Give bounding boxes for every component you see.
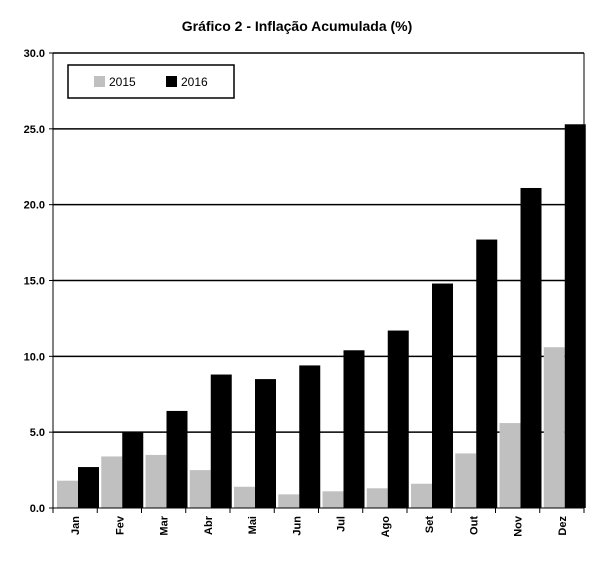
legend-swatch-2015: [94, 76, 105, 87]
y-tick-label: 20.0: [24, 200, 45, 212]
bar-2015-set: [411, 483, 432, 508]
legend-swatch-2016: [166, 76, 177, 87]
bar-2016-nov: [520, 187, 542, 508]
bar-2015-mai: [234, 486, 255, 508]
bar-2016-jan: [78, 467, 99, 508]
bar-2015-abr: [189, 470, 211, 508]
legend-box: [67, 64, 235, 99]
bar-2016-out: [476, 239, 498, 509]
y-tick-label: 15.0: [24, 276, 45, 288]
x-tick-label-abr: Abr: [203, 515, 215, 535]
x-tick-label-mar: Mar: [159, 515, 171, 535]
bar-2016-abr: [210, 374, 232, 508]
bar-2015-nov: [499, 423, 521, 508]
bar-2015-fev: [101, 456, 123, 508]
x-tick-label-set: Set: [424, 516, 436, 533]
y-tick-label: 5.0: [30, 427, 45, 439]
y-tick-label: 30.0: [24, 48, 45, 60]
bar-2016-dez: [564, 124, 586, 509]
bar-2015-jul: [322, 491, 344, 508]
bar-2015-ago: [366, 488, 388, 508]
x-tick-label-fev: Fev: [114, 515, 126, 535]
y-tick-label: 10.0: [24, 351, 45, 363]
chart-title: Gráfico 2 - Inflação Acumulada (%): [181, 18, 413, 34]
bar-2016-fev: [122, 432, 144, 508]
bar-2016-ago: [387, 330, 409, 508]
legend: 2015 2016: [67, 64, 235, 99]
y-tick-label: 25.0: [24, 124, 45, 136]
legend-label-2015: 2015: [109, 75, 136, 89]
x-tick-label-ago: Ago: [380, 516, 392, 538]
legend-label-2016: 2016: [181, 75, 208, 89]
bar-2016-mai: [255, 379, 276, 508]
bar-2016-jun: [299, 365, 321, 508]
bar-2016-jul: [343, 350, 365, 508]
x-tick-label-dez: Dez: [557, 516, 569, 536]
y-tick-label: 0.0: [30, 503, 45, 515]
bar-2015-jan: [57, 480, 78, 508]
bar-2015-jun: [278, 494, 300, 508]
x-tick-label-jul: Jul: [336, 516, 348, 532]
bar-2016-mar: [166, 410, 188, 508]
bar-2015-mar: [145, 454, 167, 508]
x-tick-label-jan: Jan: [70, 516, 82, 535]
axes: 0.0 5.0 10.0 15.0 20.0 25.0 30.0 Jan Fev Mar Abr Ma…: [24, 48, 585, 538]
bar-2015-out: [455, 453, 477, 508]
x-tick-label-nov: Nov: [513, 515, 525, 537]
bar-2015-dez: [543, 347, 565, 508]
x-tick-label-jun: Jun: [291, 516, 303, 536]
bar-2016-set: [432, 283, 453, 508]
x-tick-label-mai: Mai: [247, 516, 259, 534]
bars: [57, 124, 586, 509]
x-tick-label-out: Out: [468, 516, 480, 535]
